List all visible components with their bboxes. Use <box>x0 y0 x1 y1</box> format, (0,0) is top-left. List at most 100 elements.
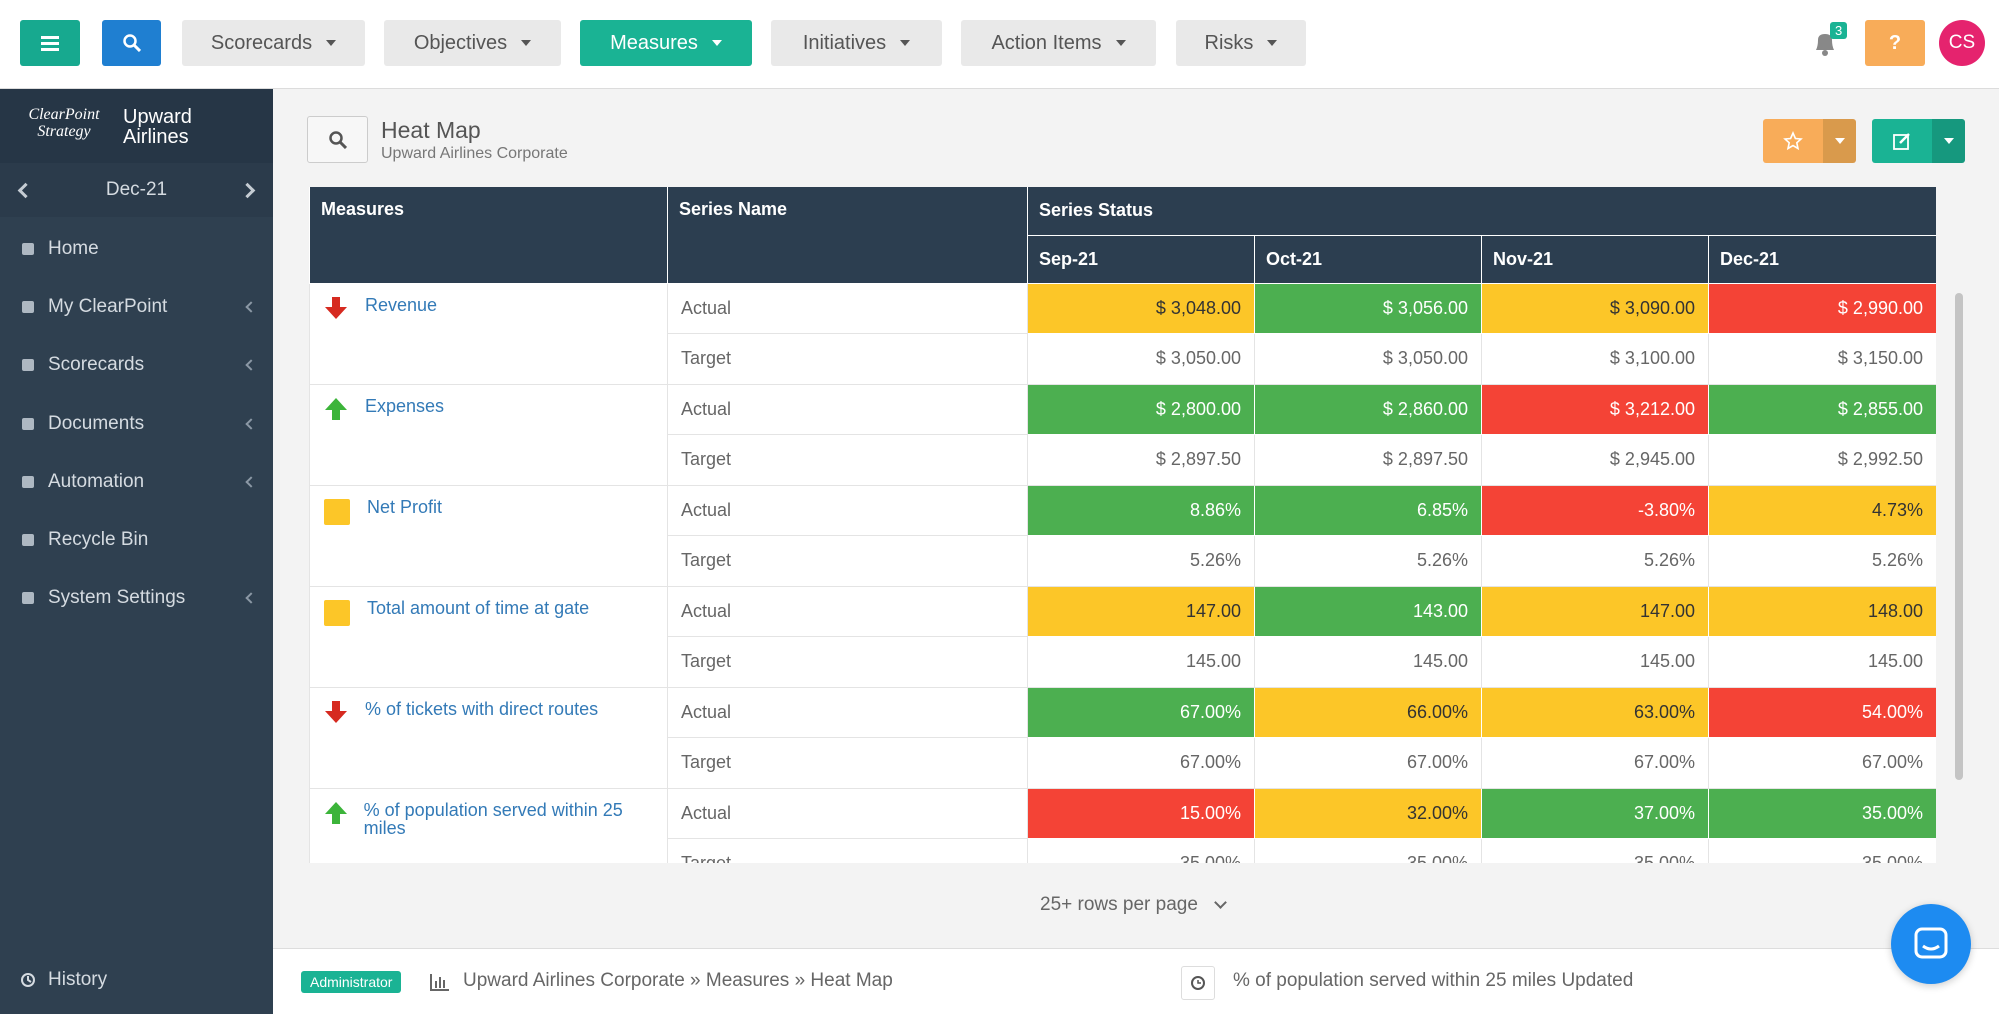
value-cell: 66.00% <box>1254 686 1482 738</box>
measure-wrap: Net Profit <box>323 498 654 526</box>
nav-label: Action Items <box>991 31 1102 54</box>
page-search[interactable] <box>307 116 368 163</box>
measure-link[interactable]: Total amount of time at gate <box>367 597 590 618</box>
history-link[interactable]: History <box>20 960 255 1000</box>
value-cell: 5.26% <box>1708 535 1936 587</box>
nav-menu[interactable]: Action Items <box>961 20 1156 66</box>
measure-cell: Total amount of time at gate <box>309 585 668 688</box>
value-cell: 145.00 <box>1027 636 1255 688</box>
favorite-button[interactable] <box>1763 119 1823 163</box>
value-cell: 143.00 <box>1254 585 1482 637</box>
edit-button[interactable] <box>1872 119 1932 163</box>
series-name: Target <box>667 434 1028 486</box>
table: Measures Series Name Series Status Sep-2… <box>309 187 1936 863</box>
measure-cell: Revenue <box>309 282 668 385</box>
chat-launcher[interactable] <box>1891 904 1971 984</box>
status-square-icon <box>324 599 350 626</box>
measure-cell: % of population served within 25 miles <box>309 787 668 863</box>
breadcrumb: Upward Airlines Corporate » Measures » H… <box>463 970 893 991</box>
trend-down-icon <box>325 700 347 723</box>
favorite-dropdown[interactable] <box>1823 119 1856 163</box>
period-header: Oct-21 <box>1254 235 1482 284</box>
measure-link[interactable]: Revenue <box>365 294 438 315</box>
series-name: Actual <box>667 585 1028 637</box>
search-icon <box>328 130 347 149</box>
measure-link[interactable]: Expenses <box>365 395 445 416</box>
table-row: Target $ 3,050.00 $ 3,050.00 $ 3,100.00 $ 3,… <box>310 333 1936 385</box>
side-menu-label: Documents <box>48 412 145 434</box>
avatar[interactable]: CS <box>1939 20 1985 66</box>
side-menu-item[interactable]: System Settings <box>20 578 257 618</box>
side-menu-item[interactable]: Home <box>20 229 255 269</box>
nav-menu[interactable]: Risks <box>1176 20 1306 66</box>
side-menu-label: Scorecards <box>48 354 145 376</box>
notifications[interactable]: 3 <box>1812 22 1848 63</box>
help-label: ? <box>1888 31 1902 54</box>
value-cell: 148.00 <box>1708 585 1936 637</box>
prev-period[interactable] <box>17 182 34 199</box>
value-cell: 145.00 <box>1708 636 1936 688</box>
series-name: Target <box>667 838 1028 863</box>
trend-up-icon <box>325 801 347 824</box>
side-menu-item[interactable]: Documents <box>20 404 257 444</box>
value-cell: 8.86% <box>1027 484 1255 536</box>
edit-group <box>1872 119 1965 163</box>
nav-menu[interactable]: Measures <box>580 20 752 66</box>
menu-icon <box>22 359 34 372</box>
measure-wrap: % of population served within 25 miles <box>323 801 654 837</box>
nav-label: Scorecards <box>210 31 313 54</box>
nav-label: Objectives <box>413 31 508 54</box>
edit-icon <box>1893 133 1910 150</box>
side-menu-item[interactable]: Automation <box>20 462 257 502</box>
trend-down-icon <box>325 296 347 319</box>
nav-menu[interactable]: Objectives <box>384 20 561 66</box>
dropdown-chevron <box>1214 896 1227 909</box>
value-cell: $ 3,048.00 <box>1027 282 1255 334</box>
organization: Upward Airlines <box>123 106 192 148</box>
side-menu-label: Home <box>48 238 99 259</box>
column-header: Series Status <box>1027 187 1936 236</box>
value-cell: 67.00% <box>1481 737 1709 789</box>
nav-menu[interactable]: Scorecards <box>182 20 365 66</box>
series-name: Actual <box>667 383 1028 435</box>
value-cell: $ 3,212.00 <box>1481 383 1709 435</box>
measure-link[interactable]: % of population served within 25 miles <box>363 799 623 838</box>
table-row: Net Profit Actual 8.86% 6.85% -3.80% 4.73% <box>309 484 1936 587</box>
edit-dropdown[interactable] <box>1932 119 1965 163</box>
value-cell: $ 2,855.00 <box>1708 383 1936 435</box>
table-row: % of tickets with direct routes Actual 67.… <box>309 686 1936 789</box>
help-button[interactable]: ? <box>1865 20 1925 66</box>
value-cell: 35.00% <box>1254 838 1482 863</box>
side-menu-item[interactable]: Scorecards <box>20 345 257 385</box>
value-cell: 32.00% <box>1254 787 1482 839</box>
series-name: Actual <box>667 787 1028 839</box>
value-cell: 145.00 <box>1254 636 1482 688</box>
nav-menu[interactable]: Initiatives <box>771 20 942 66</box>
measure-link[interactable]: Net Profit <box>367 496 443 517</box>
measure-wrap: Expenses <box>323 397 654 421</box>
side-menu-item[interactable]: Recycle Bin <box>20 520 255 560</box>
value-cell: 37.00% <box>1481 787 1709 839</box>
side-menu-item[interactable]: My ClearPoint <box>20 287 257 327</box>
update-icon[interactable] <box>1181 966 1215 1000</box>
value-cell: 54.00% <box>1708 686 1936 738</box>
value-cell: $ 3,100.00 <box>1481 333 1709 385</box>
measure-wrap: Revenue <box>323 296 654 320</box>
menu-toggle[interactable] <box>20 20 80 66</box>
table-row: Target 5.26% 5.26% 5.26% 5.26% <box>310 535 1936 587</box>
value-cell: $ 2,897.50 <box>1027 434 1255 486</box>
scrollbar[interactable] <box>1955 293 1963 780</box>
top-nav: Scorecards Objectives Measures Initiativ… <box>0 0 1999 89</box>
measure-link[interactable]: % of tickets with direct routes <box>365 698 599 719</box>
measure-wrap: % of tickets with direct routes <box>323 700 654 724</box>
value-cell: 35.00% <box>1708 787 1936 839</box>
pagination[interactable]: 25+ rows per page <box>1040 894 1227 916</box>
table-row: Target35.00%35.00%35.00%35.00% <box>310 838 1936 863</box>
sidebar: ClearPoint Strategy Upward Airlines Dec-… <box>0 89 273 1014</box>
value-cell: 35.00% <box>1481 838 1709 863</box>
value-cell: $ 3,090.00 <box>1481 282 1709 334</box>
next-period[interactable] <box>239 182 256 199</box>
search-button[interactable] <box>102 20 161 66</box>
